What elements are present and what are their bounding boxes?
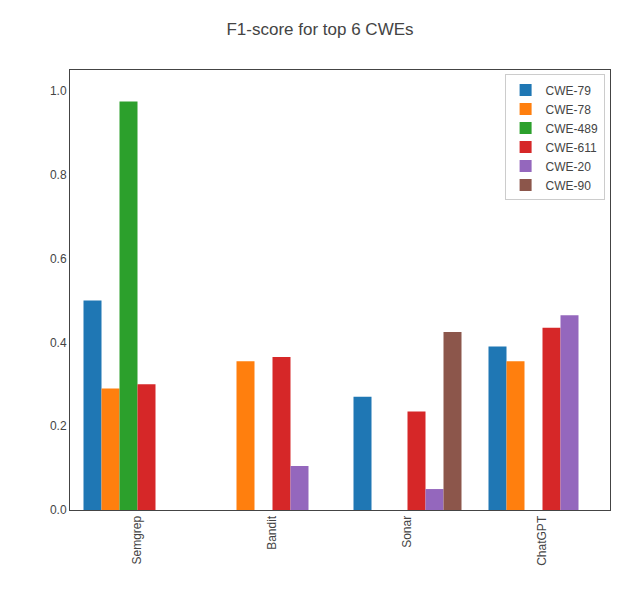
svg-text:CWE-611: CWE-611: [546, 141, 597, 155]
svg-text:Sonar: Sonar: [400, 516, 414, 548]
svg-text:CWE-79: CWE-79: [546, 84, 592, 98]
svg-text:CWE-489: CWE-489: [546, 122, 598, 136]
svg-text:0.0: 0.0: [50, 503, 67, 517]
svg-text:1.0: 1.0: [50, 84, 67, 98]
svg-text:CWE-20: CWE-20: [546, 160, 592, 174]
svg-text:0.4: 0.4: [50, 336, 67, 350]
svg-text:CWE-90: CWE-90: [546, 179, 592, 193]
svg-text:Semgrep: Semgrep: [130, 515, 144, 564]
svg-text:0.2: 0.2: [50, 419, 67, 433]
svg-text:F1-score for top 6 CWEs: F1-score for top 6 CWEs: [226, 20, 413, 39]
svg-text:ChatGPT: ChatGPT: [535, 515, 549, 566]
svg-text:0.6: 0.6: [50, 252, 67, 266]
svg-text:CWE-78: CWE-78: [546, 103, 592, 117]
svg-text:0.8: 0.8: [50, 168, 67, 182]
svg-text:Bandit: Bandit: [265, 515, 279, 550]
